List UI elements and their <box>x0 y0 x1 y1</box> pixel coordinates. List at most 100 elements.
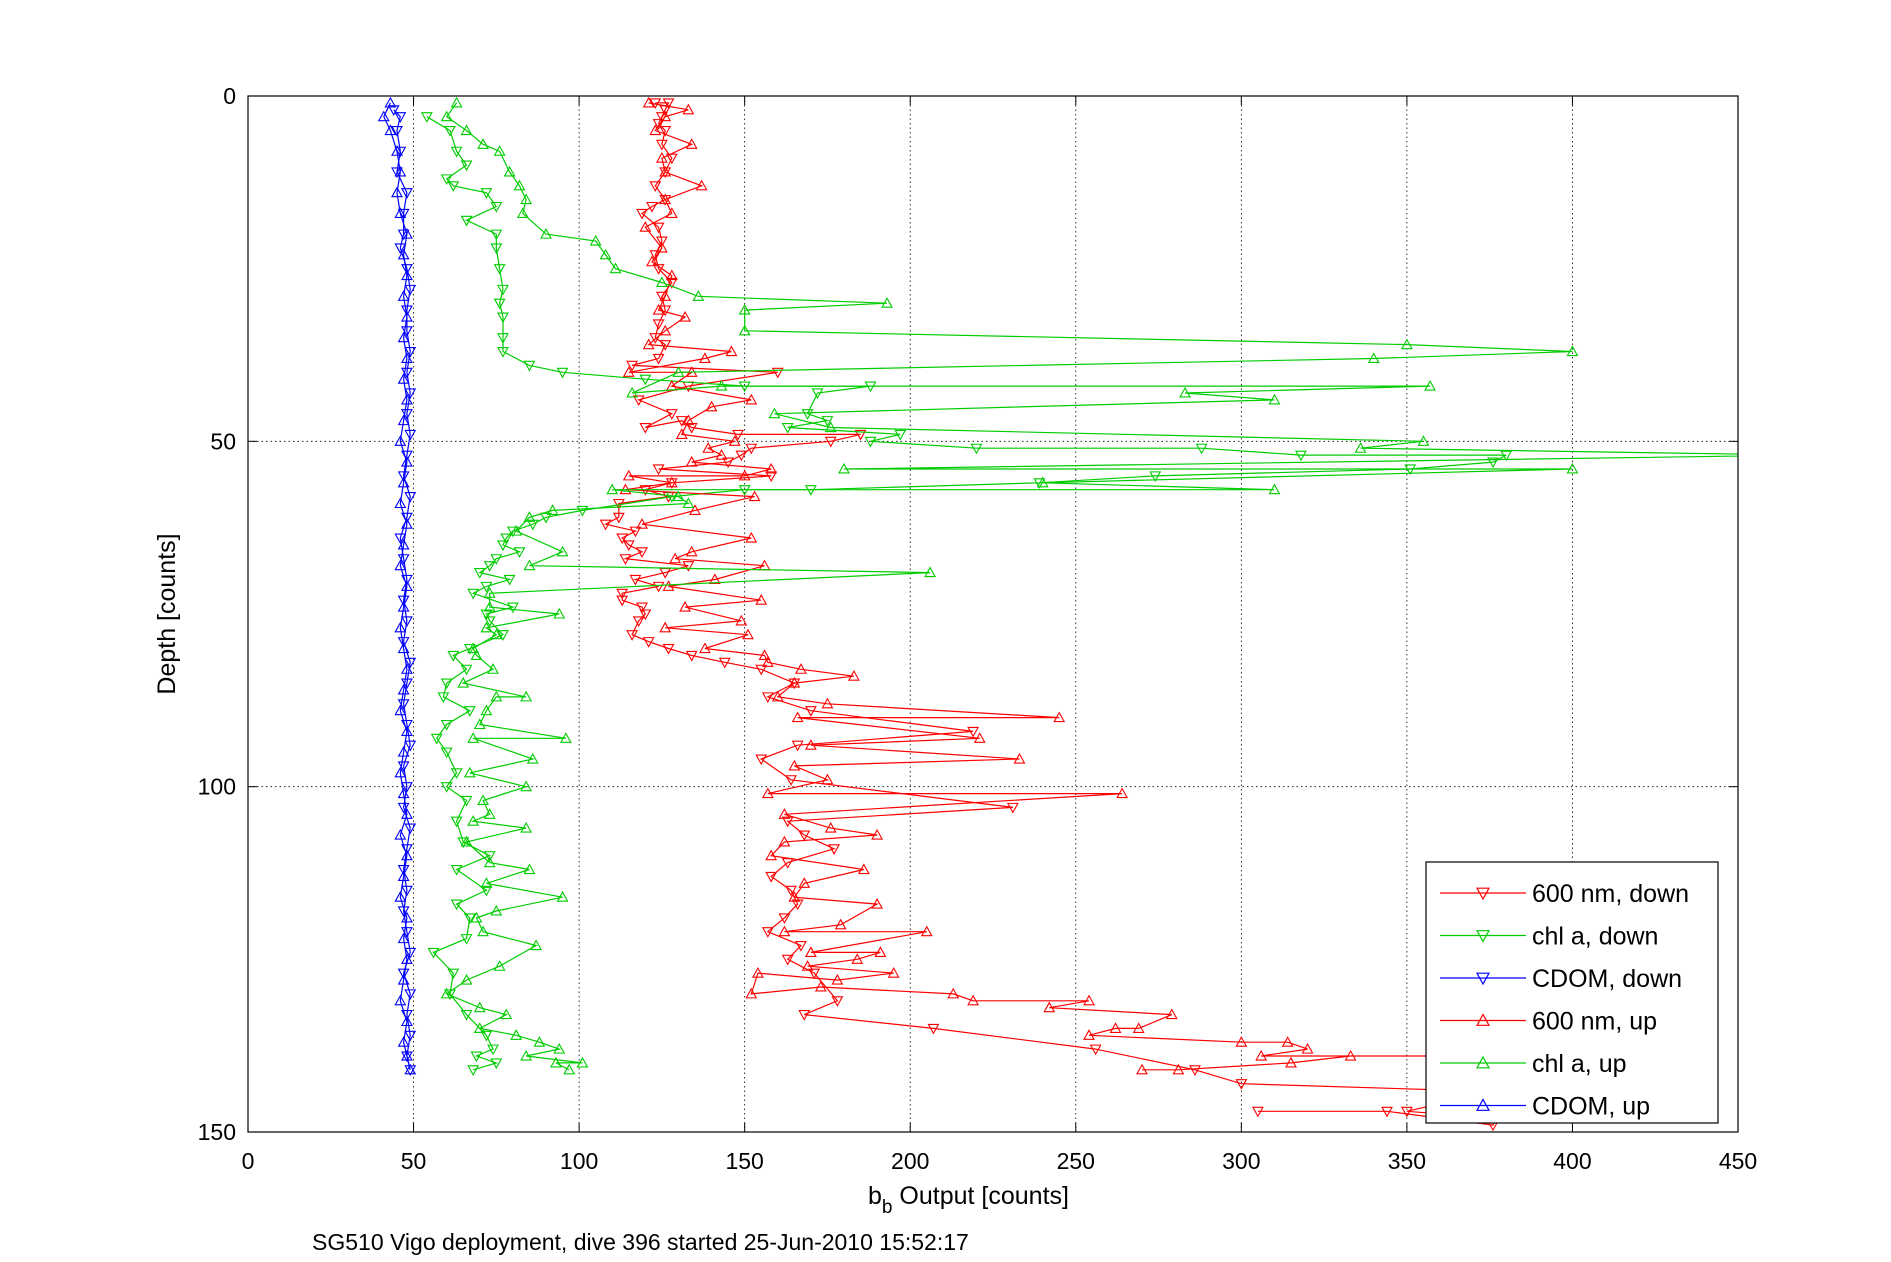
data-point <box>791 899 804 911</box>
data-point <box>636 208 648 220</box>
data-point <box>1281 1036 1294 1047</box>
ticks: 0 50 100 150 200 250 300 350 400 450 0 50 100 150 <box>198 83 1758 1174</box>
data-point <box>738 324 751 336</box>
legend-item: 600 nm, down <box>1440 880 1689 908</box>
x-tick-label: 250 <box>1057 1148 1095 1174</box>
grid <box>248 96 1738 1132</box>
data-point <box>384 124 397 136</box>
x-tick-label: 100 <box>560 1148 598 1174</box>
data-point <box>824 421 837 433</box>
data-point <box>397 471 410 482</box>
data-point <box>450 864 463 876</box>
data-point <box>692 290 705 301</box>
data-point <box>781 422 794 434</box>
data-point <box>1235 1079 1248 1090</box>
data-point <box>440 110 453 122</box>
data-point <box>490 904 503 916</box>
data-point <box>828 844 841 855</box>
data-point <box>440 174 453 186</box>
data-point <box>394 559 407 571</box>
data-point <box>1179 386 1191 398</box>
legend-item: chl a, up <box>1440 1050 1627 1078</box>
series-line-cdom-down <box>393 109 411 1070</box>
data-point <box>404 823 417 835</box>
data-point <box>685 422 698 434</box>
data-point <box>742 628 754 640</box>
data-point <box>606 483 619 495</box>
data-point <box>397 637 410 648</box>
data-point <box>738 303 751 315</box>
data-point <box>970 443 983 455</box>
data-point <box>894 429 907 441</box>
data-point <box>821 416 834 427</box>
data-point <box>745 531 758 543</box>
data-point <box>636 602 648 614</box>
data-point <box>387 105 400 116</box>
data-point <box>1013 752 1026 764</box>
data-point <box>404 1063 417 1075</box>
data-point <box>632 395 645 407</box>
series-line-chl-a-up <box>445 102 1738 1071</box>
data-point <box>553 1042 566 1054</box>
y-tick-label: 150 <box>198 1119 236 1145</box>
data-point <box>400 305 413 317</box>
data-point <box>430 733 443 745</box>
data-point <box>599 519 612 531</box>
data-point <box>404 429 417 441</box>
data-point <box>400 782 413 793</box>
data-point <box>460 835 473 847</box>
data-point <box>834 918 847 930</box>
data-point <box>483 600 496 612</box>
data-point <box>738 469 751 481</box>
data-point <box>483 587 496 598</box>
data-point <box>450 899 463 911</box>
data-point <box>463 643 476 655</box>
data-point <box>685 455 698 467</box>
data-point <box>622 469 635 481</box>
data-point <box>523 360 536 372</box>
data-point <box>523 511 536 522</box>
data-point <box>659 621 672 633</box>
series-line-600-nm-up <box>625 102 1477 1071</box>
data-point <box>1268 393 1281 405</box>
data-point <box>497 333 509 344</box>
data-point <box>400 264 413 275</box>
data-point <box>467 642 480 654</box>
data-point <box>682 414 695 426</box>
data-point <box>609 262 622 274</box>
data-point <box>473 718 486 730</box>
data-point <box>400 393 413 405</box>
data-point <box>649 124 662 136</box>
data-point <box>483 561 496 572</box>
data-point <box>520 780 533 792</box>
data-point <box>480 704 493 716</box>
data-point <box>659 324 672 336</box>
data-point <box>510 1029 523 1040</box>
x-tick-label: 150 <box>725 1148 763 1174</box>
data-point <box>460 973 473 985</box>
data-point <box>397 1036 410 1047</box>
data-point <box>652 581 665 593</box>
data-point <box>831 973 844 985</box>
data-point <box>821 697 834 709</box>
data-point <box>400 352 413 364</box>
data-point <box>636 547 648 558</box>
data-point <box>745 443 758 455</box>
legend-marker <box>1475 930 1491 943</box>
data-point <box>1417 435 1430 446</box>
data-point <box>1089 1044 1102 1056</box>
data-point <box>400 911 413 923</box>
data-point <box>708 573 721 585</box>
data-point <box>493 264 506 275</box>
data-point <box>477 925 490 937</box>
legend-item: CDOM, up <box>1440 1093 1650 1121</box>
data-point <box>400 725 413 736</box>
data-point <box>400 228 413 239</box>
data-point <box>778 925 791 937</box>
data-point <box>761 787 774 799</box>
data-point <box>1367 352 1380 364</box>
data-point <box>397 414 410 426</box>
data-point <box>639 221 652 232</box>
data-point <box>1165 1008 1178 1020</box>
data-point <box>530 939 543 951</box>
